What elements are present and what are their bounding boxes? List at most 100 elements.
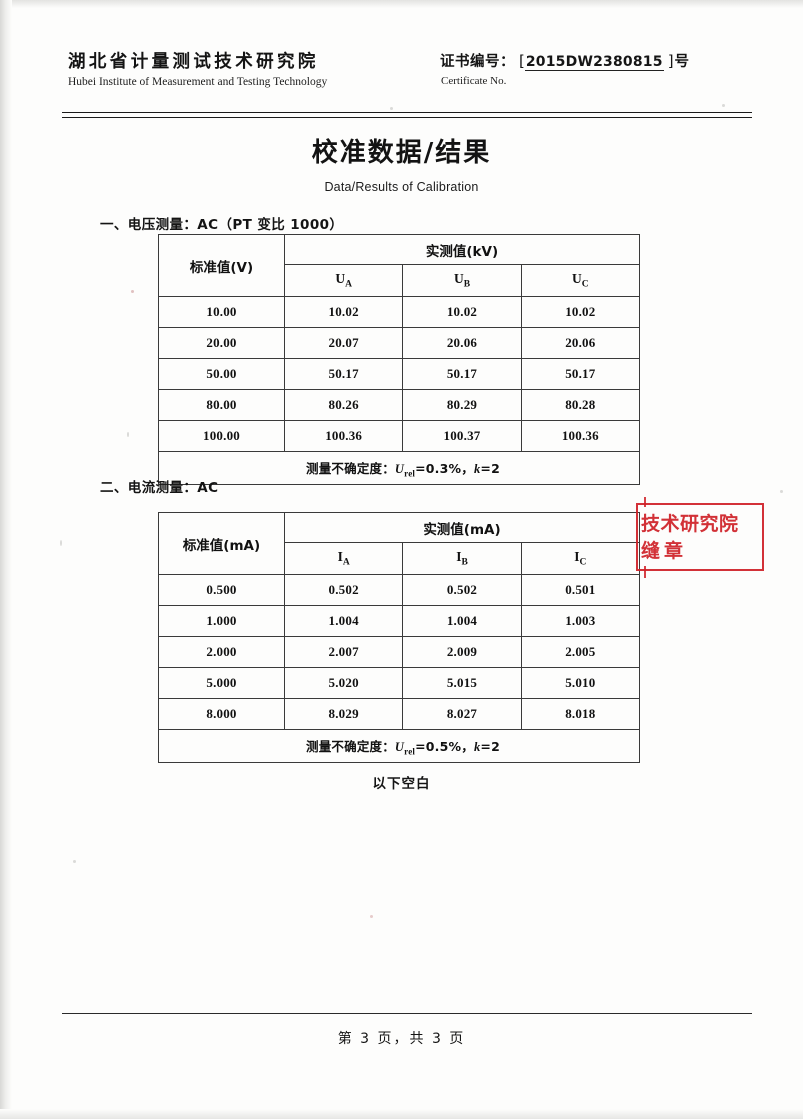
footer-divider — [62, 1013, 752, 1014]
table-uncertainty-row: 测量不确定度：Urel=0.5%，k=2 — [158, 729, 640, 763]
section-heading-voltage: 一、电压测量：AC（PT 变比 1000） — [100, 217, 344, 233]
voltage-std-value: 100.00 — [158, 420, 285, 452]
current-measurement-table: 标准值(mA) 实测值(mA) IA IB IC 0.500 0.502 0.5… — [158, 512, 641, 763]
table-row: 100.00 100.36 100.37 100.36 — [158, 420, 641, 452]
table-header-row: 标准值(V) 实测值(kV) — [158, 234, 640, 297]
current-ia-value: 2.007 — [283, 636, 404, 668]
scan-speck — [390, 107, 393, 110]
scan-speck — [370, 915, 373, 918]
current-phase-a-header: IA — [283, 542, 404, 575]
scan-edge-left — [0, 0, 12, 1119]
current-phase-b-header: IB — [402, 542, 522, 575]
voltage-phase-a-header: UA — [283, 264, 404, 297]
current-ib-value: 8.027 — [402, 698, 522, 730]
current-ia-value: 8.029 — [283, 698, 404, 730]
bracket-open: [ — [519, 52, 525, 70]
current-ib-value: 1.004 — [402, 605, 522, 637]
table-uncertainty-row: 测量不确定度：Urel=0.3%，k=2 — [158, 451, 640, 485]
current-std-value: 2.000 — [158, 636, 285, 668]
section-heading-current: 二、电流测量：AC — [100, 480, 219, 496]
certificate-number-label: 证书编号： — [440, 54, 515, 70]
scan-speck — [60, 540, 62, 546]
table-row: 0.500 0.502 0.502 0.501 — [158, 574, 641, 606]
voltage-measured-group-header: 实测值(kV) — [284, 234, 640, 265]
current-ic-value: 8.018 — [520, 698, 641, 730]
current-ic-value: 0.501 — [520, 574, 641, 606]
current-std-value: 5.000 — [158, 667, 285, 699]
certificate-number-suffix: 号 — [674, 54, 690, 70]
voltage-std-value: 80.00 — [158, 389, 285, 421]
official-seal-stamp: 技术研究院 缝章 — [636, 503, 764, 571]
table-row: 1.000 1.004 1.004 1.003 — [158, 605, 641, 637]
voltage-ua-value: 10.02 — [283, 296, 404, 328]
current-ic-value: 2.005 — [520, 636, 641, 668]
seal-text-line-2: 缝章 — [641, 540, 688, 562]
table-row: 80.00 80.26 80.29 80.28 — [158, 389, 641, 421]
table-row: 20.00 20.07 20.06 20.06 — [158, 327, 641, 359]
table-subheader-row: IA IB IC — [159, 542, 641, 575]
current-phase-c-header: IC — [520, 542, 641, 575]
voltage-ub-value: 80.29 — [402, 389, 522, 421]
seal-text-line-1: 技术研究院 — [641, 513, 739, 535]
scan-edge-top — [0, 0, 803, 8]
current-measured-group-header: 实测值(mA) — [284, 512, 640, 543]
seal-registration-tick — [644, 497, 646, 507]
table-row: 8.000 8.029 8.027 8.018 — [158, 698, 641, 730]
voltage-ua-value: 80.26 — [283, 389, 404, 421]
voltage-ub-value: 100.37 — [402, 420, 522, 452]
certificate-number-label-en: Certificate No. — [441, 75, 507, 87]
voltage-phase-b-header: UB — [402, 264, 522, 297]
current-ib-value: 2.009 — [402, 636, 522, 668]
current-ia-value: 5.020 — [283, 667, 404, 699]
page-subtitle: Data/Results of Calibration — [324, 180, 479, 194]
current-ic-value: 5.010 — [520, 667, 641, 699]
organization-name-en: Hubei Institute of Measurement and Testi… — [68, 76, 328, 88]
certificate-number-block: 证书编号： [ 2015DW2380815 ] 号 Certificate No… — [440, 50, 689, 87]
scan-edge-bottom — [0, 1109, 803, 1119]
page-title: 校准数据/结果 — [311, 138, 492, 168]
scan-speck — [722, 104, 725, 107]
voltage-standard-header: 标准值(V) — [158, 234, 285, 297]
voltage-std-value: 20.00 — [158, 327, 285, 359]
table-row: 2.000 2.007 2.009 2.005 — [158, 636, 641, 668]
current-ic-value: 1.003 — [520, 605, 641, 637]
voltage-ua-value: 50.17 — [283, 358, 404, 390]
table-row: 5.000 5.020 5.015 5.010 — [158, 667, 641, 699]
current-uncertainty: 测量不确定度：Urel=0.5%，k=2 — [158, 729, 640, 763]
voltage-uc-value: 100.36 — [520, 420, 641, 452]
page-title-block: 校准数据/结果 Data/Results of Calibration — [0, 132, 803, 194]
voltage-uncertainty: 测量不确定度：Urel=0.3%，k=2 — [158, 451, 640, 485]
end-of-content-note: 以下空白 — [372, 776, 431, 792]
voltage-ua-value: 20.07 — [283, 327, 404, 359]
voltage-ua-value: 100.36 — [283, 420, 404, 452]
voltage-std-value: 50.00 — [158, 358, 285, 390]
voltage-uc-value: 80.28 — [520, 389, 641, 421]
bracket-close: ] — [667, 52, 674, 70]
current-std-value: 8.000 — [158, 698, 285, 730]
organization-name-cn: 湖北省计量测试技术研究院 — [68, 52, 319, 72]
voltage-uc-value: 20.06 — [520, 327, 641, 359]
page-number: 第 3 页，共 3 页 — [337, 1031, 466, 1047]
voltage-ub-value: 50.17 — [402, 358, 522, 390]
scan-speck — [127, 432, 129, 437]
certificate-number-value: 2015DW2380815 — [524, 54, 664, 71]
scan-speck — [73, 860, 76, 863]
table-header-row: 标准值(mA) 实测值(mA) — [158, 512, 640, 575]
table-row: 50.00 50.17 50.17 50.17 — [158, 358, 641, 390]
scan-speck — [131, 290, 134, 293]
voltage-uc-value: 50.17 — [520, 358, 641, 390]
table-row: 10.00 10.02 10.02 10.02 — [158, 296, 641, 328]
voltage-uc-value: 10.02 — [520, 296, 641, 328]
scan-speck — [780, 490, 783, 493]
current-standard-header: 标准值(mA) — [158, 512, 285, 575]
current-ib-value: 0.502 — [402, 574, 522, 606]
current-ia-value: 1.004 — [283, 605, 404, 637]
voltage-ub-value: 10.02 — [402, 296, 522, 328]
current-std-value: 0.500 — [158, 574, 285, 606]
voltage-std-value: 10.00 — [158, 296, 285, 328]
voltage-measurement-table: 标准值(V) 实测值(kV) UA UB UC 10.00 10.02 10.0… — [158, 234, 641, 485]
header-divider — [62, 112, 752, 118]
current-ia-value: 0.502 — [283, 574, 404, 606]
voltage-phase-c-header: UC — [520, 264, 641, 297]
